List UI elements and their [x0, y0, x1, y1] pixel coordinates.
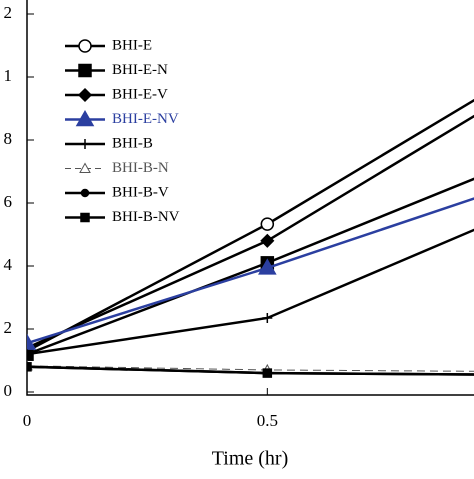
- y-tick-label: 4: [4, 255, 13, 274]
- marker: [80, 212, 90, 223]
- legend-label: BHI-E-V: [112, 86, 168, 102]
- marker: [258, 258, 277, 275]
- y-tick-label: 6: [4, 192, 13, 211]
- marker: [27, 333, 37, 350]
- marker: [80, 139, 90, 149]
- x-tick-label: 0.5: [257, 411, 278, 430]
- legend-label: BHI-E-N: [112, 62, 168, 78]
- legend-label: BHI-B-V: [112, 184, 169, 200]
- legend-label: BHI-E-NV: [112, 111, 179, 127]
- marker: [260, 233, 275, 248]
- marker: [262, 312, 273, 323]
- legend-label: BHI-B-N: [112, 160, 169, 176]
- legend-label: BHI-E: [112, 37, 152, 53]
- marker: [79, 162, 91, 173]
- y-tick-label: 0: [4, 381, 13, 400]
- marker: [27, 362, 32, 372]
- y-tick-label: 2: [4, 3, 13, 22]
- x-tick-label: 0: [23, 411, 32, 430]
- y-tick-label: 2: [4, 318, 13, 337]
- marker: [75, 109, 95, 127]
- marker: [77, 87, 93, 103]
- plot-area: [27, 98, 474, 378]
- marker: [262, 368, 273, 378]
- marker: [78, 63, 92, 78]
- series-line: [27, 228, 474, 356]
- legend-label: BHI-B: [112, 135, 153, 151]
- legend-label: BHI-B-NV: [112, 209, 180, 225]
- marker: [80, 188, 90, 198]
- y-tick-label: 1: [4, 66, 13, 85]
- plot-frame: [26, 0, 474, 396]
- series-line: [27, 98, 474, 353]
- marker: [78, 39, 92, 53]
- y-tick-label: 8: [4, 129, 13, 148]
- marker: [260, 217, 275, 231]
- marker: [27, 349, 32, 360]
- x-axis-label: Time (hr): [212, 448, 288, 470]
